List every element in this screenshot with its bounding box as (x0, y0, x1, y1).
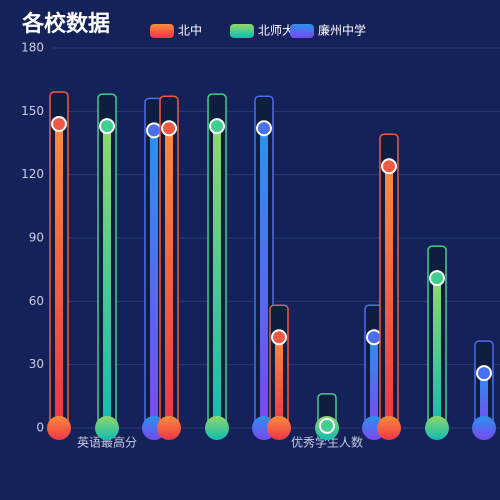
y-tick-label: 60 (29, 294, 44, 308)
y-tick-label: 90 (29, 231, 44, 245)
legend-label: 廉州中学 (318, 23, 366, 38)
bar-point (256, 120, 272, 137)
x-tick-label: 英语最高分 (77, 435, 137, 450)
y-tick-label: 150 (21, 104, 44, 118)
legend-label: 北师大 (258, 24, 294, 38)
bar-point (161, 120, 177, 137)
bar-point (271, 329, 287, 346)
legend-label: 北中 (178, 23, 202, 38)
bar-point (99, 118, 115, 135)
bar-base (377, 416, 401, 440)
bar-point (429, 270, 445, 287)
bar-point (51, 116, 67, 132)
bar (433, 278, 441, 428)
bar-point (209, 118, 225, 135)
bar (480, 373, 488, 428)
x-tick-label: 优秀学生人数 (291, 435, 363, 450)
y-tick-label: 0 (36, 421, 44, 435)
y-tick-label: 120 (21, 167, 44, 181)
y-tick-label: 180 (21, 41, 44, 55)
legend-swatch (290, 24, 314, 38)
bar-base (47, 416, 71, 440)
bar-point (476, 365, 492, 382)
bar (150, 130, 158, 429)
bar-point (381, 158, 397, 175)
bar-point (319, 417, 335, 434)
chart-title: 各校数据 (21, 11, 110, 37)
bar (385, 166, 393, 428)
bar-base (95, 416, 119, 440)
bar (55, 124, 63, 428)
bar-base (472, 416, 496, 440)
bar-point (366, 329, 382, 346)
y-tick-label: 30 (29, 357, 44, 371)
bar-point (146, 122, 162, 139)
bar-base (425, 416, 449, 440)
bar (260, 128, 268, 428)
bar (165, 128, 173, 428)
legend-swatch (150, 24, 174, 38)
bar-base (267, 416, 291, 440)
bar-base (205, 416, 229, 440)
bar (213, 126, 221, 428)
bar (275, 337, 283, 428)
legend-swatch (230, 24, 254, 38)
bar (370, 337, 378, 428)
bar (103, 126, 111, 428)
bar-base (157, 416, 181, 440)
